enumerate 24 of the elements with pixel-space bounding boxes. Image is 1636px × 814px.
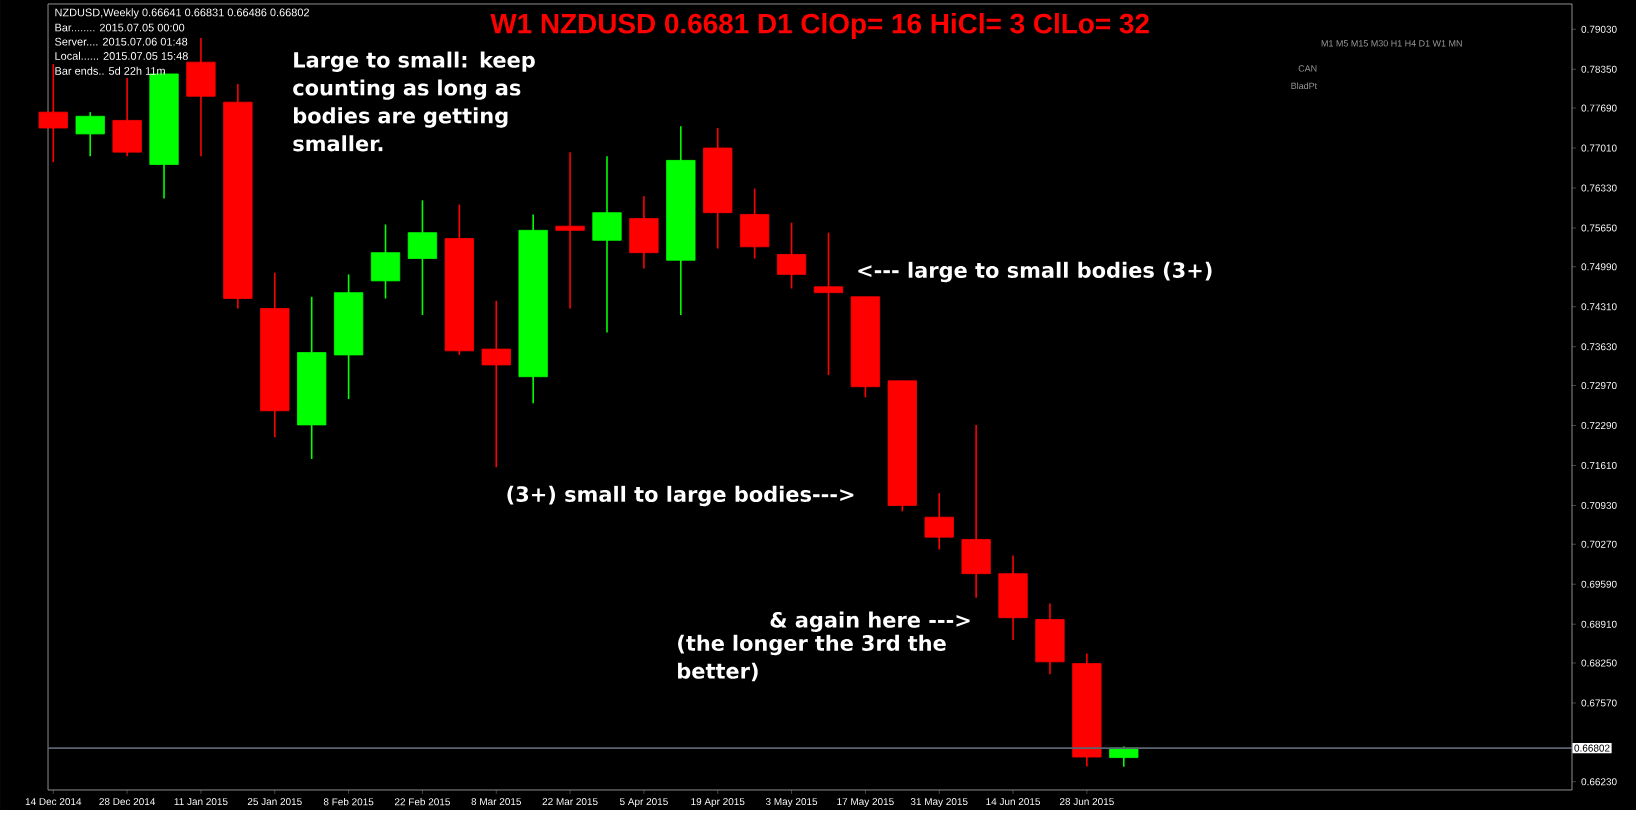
candlestick [75,111,105,158]
annotation: <--- large to small bodies (3+) [858,261,1212,283]
annotation: & again here ---> [770,611,970,633]
candlestick [38,63,68,164]
candlestick [592,155,622,334]
candlestick [961,424,991,599]
candlestick [112,77,142,158]
chart-title: W1 NZDUSD 0.6681 D1 ClOp= 16 HiCl= 3 ClLo= 32 [490,13,1149,40]
candlestick [481,300,511,469]
candlestick [813,232,844,376]
candlestick [629,195,659,270]
candlestick [555,151,585,310]
candlestick [370,223,401,300]
annotation: (the longer the 3rd the better) [678,634,946,682]
candlestick [186,37,216,158]
annotation: (3+) small to large bodies---> [507,486,854,507]
candlestick [1035,602,1065,676]
candlestick [740,187,770,260]
candlestick [407,199,438,316]
candlestick [776,222,807,290]
candlestick [924,492,954,551]
annotation: Large to small: keep counting as long as bodies are getting smaller. [293,51,535,152]
candlestick [1109,745,1139,768]
candlestick [998,554,1028,642]
